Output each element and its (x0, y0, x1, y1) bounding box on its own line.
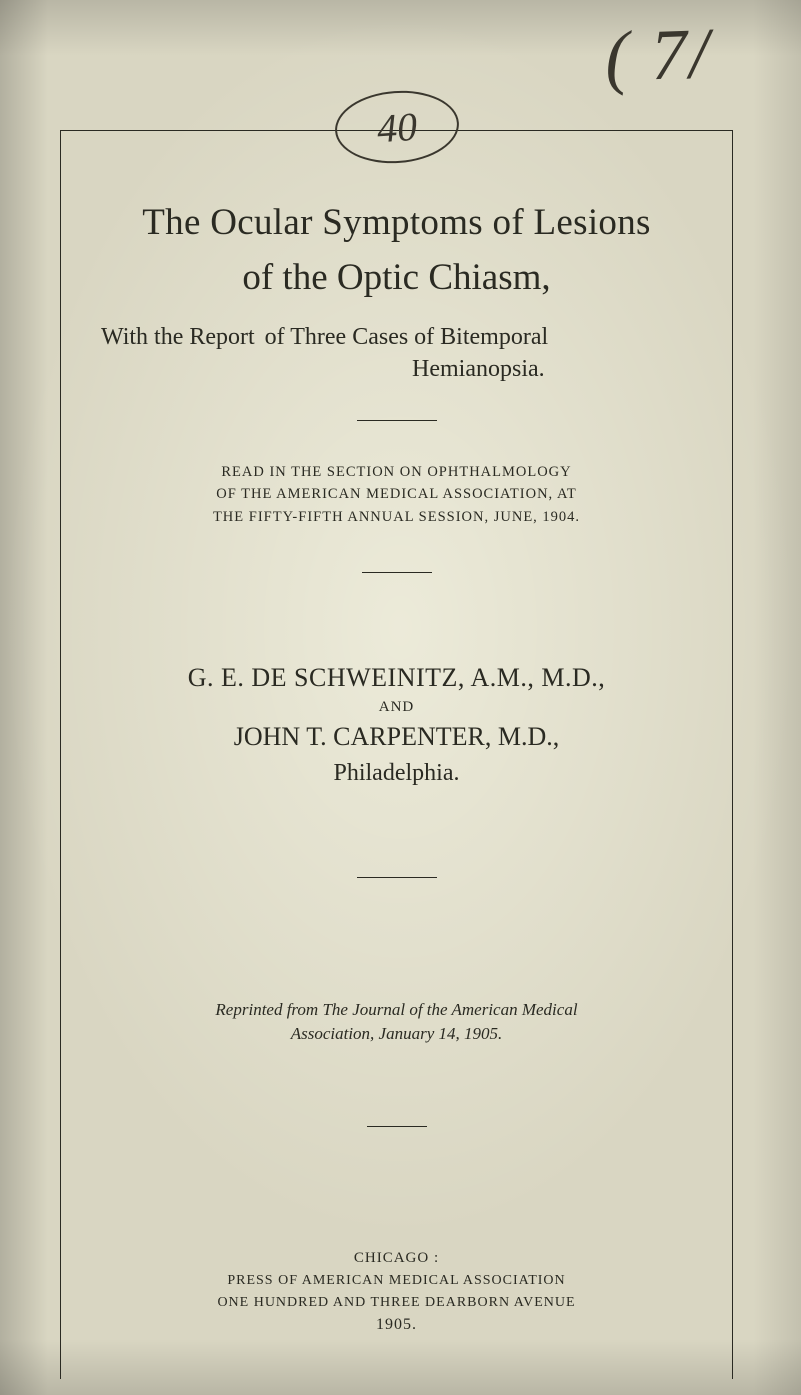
reprint-line-1: Reprinted from The Journal of the Americ… (101, 998, 692, 1022)
handwritten-oval-text: 40 (375, 102, 418, 152)
imprint-city: CHICAGO : (101, 1247, 692, 1270)
rule-4 (367, 1126, 427, 1127)
subtitle-block: With the Report of Three Cases of Bitemp… (101, 321, 692, 386)
imprint-block: CHICAGO : PRESS OF AMERICAN MEDICAL ASSO… (101, 1247, 692, 1338)
author-2: JOHN T. CARPENTER, M.D., (101, 722, 692, 752)
subtitle-left: With the Report (101, 321, 255, 386)
rule-1 (357, 420, 437, 421)
handwritten-top-right: ( 7/ (604, 12, 713, 99)
title-line-2: of the Optic Chiasm, (101, 256, 692, 299)
title-line-1: The Ocular Symptoms of Lesions (101, 201, 692, 244)
reprint-block: Reprinted from The Journal of the Americ… (101, 998, 692, 1046)
read-in-block: READ IN THE SECTION ON OPHTHALMOLOGY OF … (147, 461, 647, 528)
read-in-line-2: OF THE AMERICAN MEDICAL ASSOCIATION, AT (147, 483, 647, 505)
imprint-year: 1905. (101, 1313, 692, 1338)
author-1: G. E. DE SCHWEINITZ, A.M., M.D., (101, 663, 692, 693)
read-in-line-1: READ IN THE SECTION ON OPHTHALMOLOGY (147, 461, 647, 483)
imprint-line-1: PRESS OF AMERICAN MEDICAL ASSOCIATION (101, 1270, 692, 1292)
reprint-line-2: Association, January 14, 1905. (101, 1022, 692, 1046)
author-and: AND (101, 699, 692, 716)
handwritten-oval-wrap: 40 (335, 91, 459, 163)
subtitle-right-line-1: of Three Cases of Bitemporal (265, 321, 692, 353)
rule-2 (362, 572, 432, 573)
author-city: Philadelphia. (101, 760, 692, 787)
rule-3 (357, 877, 437, 878)
handwritten-oval: 40 (332, 87, 461, 167)
page-frame: 40 The Ocular Symptoms of Lesions of the… (60, 130, 733, 1379)
imprint-line-2: ONE HUNDRED AND THREE DEARBORN AVENUE (101, 1292, 692, 1314)
read-in-line-3: THE FIFTY-FIFTH ANNUAL SESSION, JUNE, 19… (147, 506, 647, 528)
subtitle-right-line-2: Hemianopsia. (265, 353, 692, 385)
